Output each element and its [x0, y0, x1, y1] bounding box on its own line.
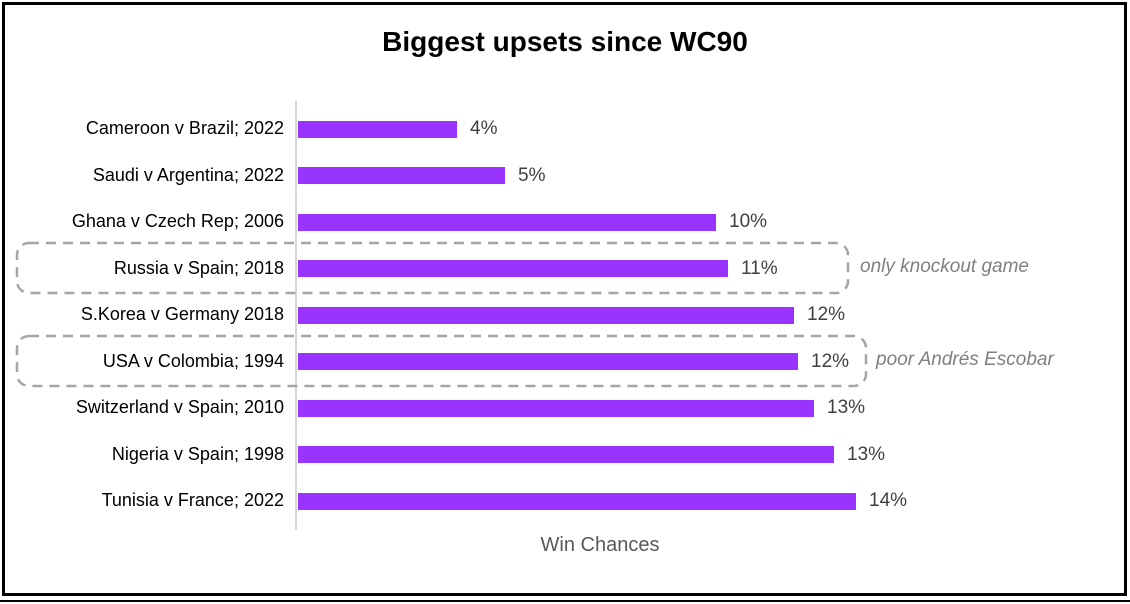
- category-label: USA v Colombia; 1994: [102, 350, 284, 371]
- category-label: Switzerland v Spain; 2010: [75, 397, 284, 417]
- value-label: 5%: [518, 164, 546, 186]
- value-label: 13%: [847, 443, 886, 465]
- bar: [298, 213, 716, 231]
- category-label: S.Korea v Germany 2018: [80, 304, 284, 324]
- value-label: 10%: [729, 211, 768, 232]
- annotation-text: only knockout game: [860, 256, 1029, 277]
- value-label: 13%: [827, 397, 866, 418]
- bar: [298, 120, 457, 138]
- chart-title: Biggest upsets since WC90: [382, 26, 748, 57]
- bar: [298, 167, 505, 184]
- bar: [298, 446, 834, 463]
- value-label: 14%: [869, 490, 908, 511]
- x-axis-title: Win Chances: [540, 534, 660, 556]
- bar: [298, 306, 794, 324]
- value-label: 12%: [811, 350, 850, 372]
- bar: [298, 353, 798, 370]
- y-axis-line: [295, 101, 297, 530]
- annotation-text: poor Andrés Escobar: [876, 349, 1054, 370]
- value-label: 4%: [470, 118, 498, 139]
- category-label: Tunisia v France; 2022: [101, 490, 284, 510]
- value-label: 12%: [807, 304, 846, 325]
- bottom-divider-line: [0, 600, 1130, 602]
- bar: [298, 399, 814, 417]
- bar: [298, 492, 856, 510]
- category-label: Russia v Spain; 2018: [113, 257, 284, 278]
- category-label: Cameroon v Brazil; 2022: [85, 118, 284, 138]
- bar: [298, 260, 728, 277]
- category-label: Ghana v Czech Rep; 2006: [71, 211, 284, 231]
- category-label: Nigeria v Spain; 1998: [111, 443, 284, 464]
- category-label: Saudi v Argentina; 2022: [92, 164, 284, 185]
- value-label: 11%: [741, 257, 778, 279]
